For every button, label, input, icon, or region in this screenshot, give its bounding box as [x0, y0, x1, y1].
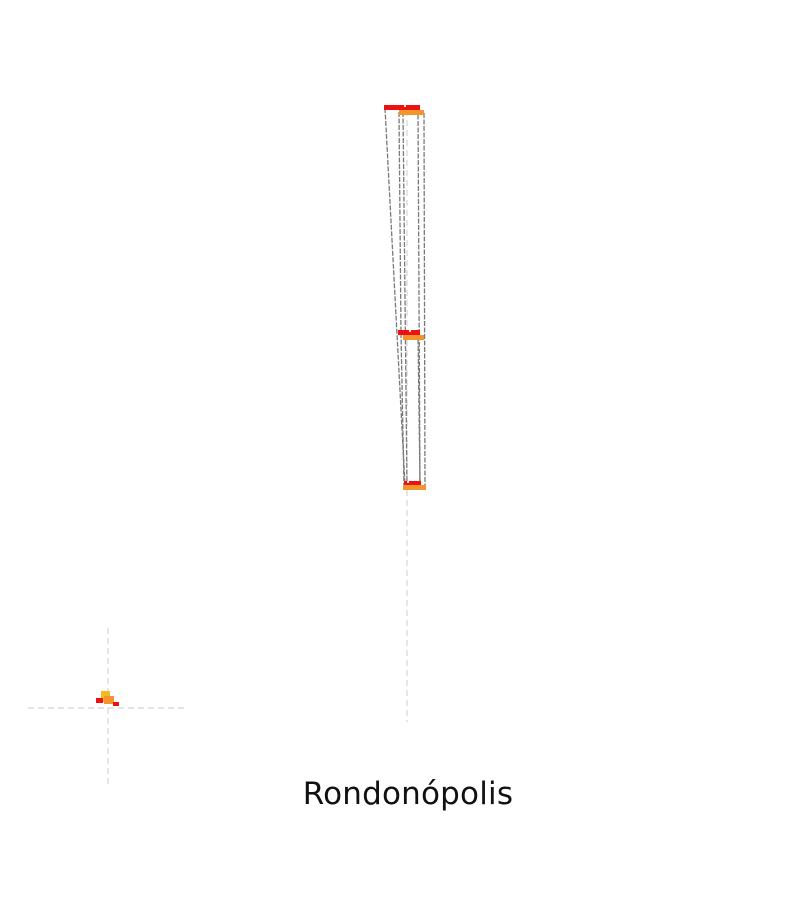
top-shape-primary — [384, 105, 420, 110]
inset-shape-secondary — [104, 696, 114, 704]
inset-shape-primary-right — [113, 702, 119, 706]
connector-line — [400, 332, 405, 486]
bottom-shape-secondary — [403, 485, 426, 490]
middle-shape-primary — [398, 330, 420, 335]
top-shape-secondary — [399, 110, 424, 115]
connector-line — [384, 107, 406, 486]
bottom-shape-highlight — [407, 481, 409, 483]
top-shape-highlight — [404, 105, 406, 107]
connector-line — [398, 111, 402, 334]
map-title: Rondonópolis — [302, 776, 514, 812]
middle-shape-secondary — [403, 335, 424, 340]
top-projected-shape — [384, 105, 424, 115]
connector-line — [423, 112, 426, 489]
bottom-projected-shape — [403, 481, 426, 490]
projection-connectors — [384, 107, 426, 489]
middle-shape-highlight — [409, 330, 411, 332]
inset-locator — [28, 628, 188, 788]
connector-line — [417, 332, 421, 486]
inset-shape-primary-left — [96, 698, 103, 703]
connector-line — [402, 111, 408, 486]
bottom-shape-primary — [404, 481, 421, 486]
middle-projected-shape — [398, 330, 424, 340]
